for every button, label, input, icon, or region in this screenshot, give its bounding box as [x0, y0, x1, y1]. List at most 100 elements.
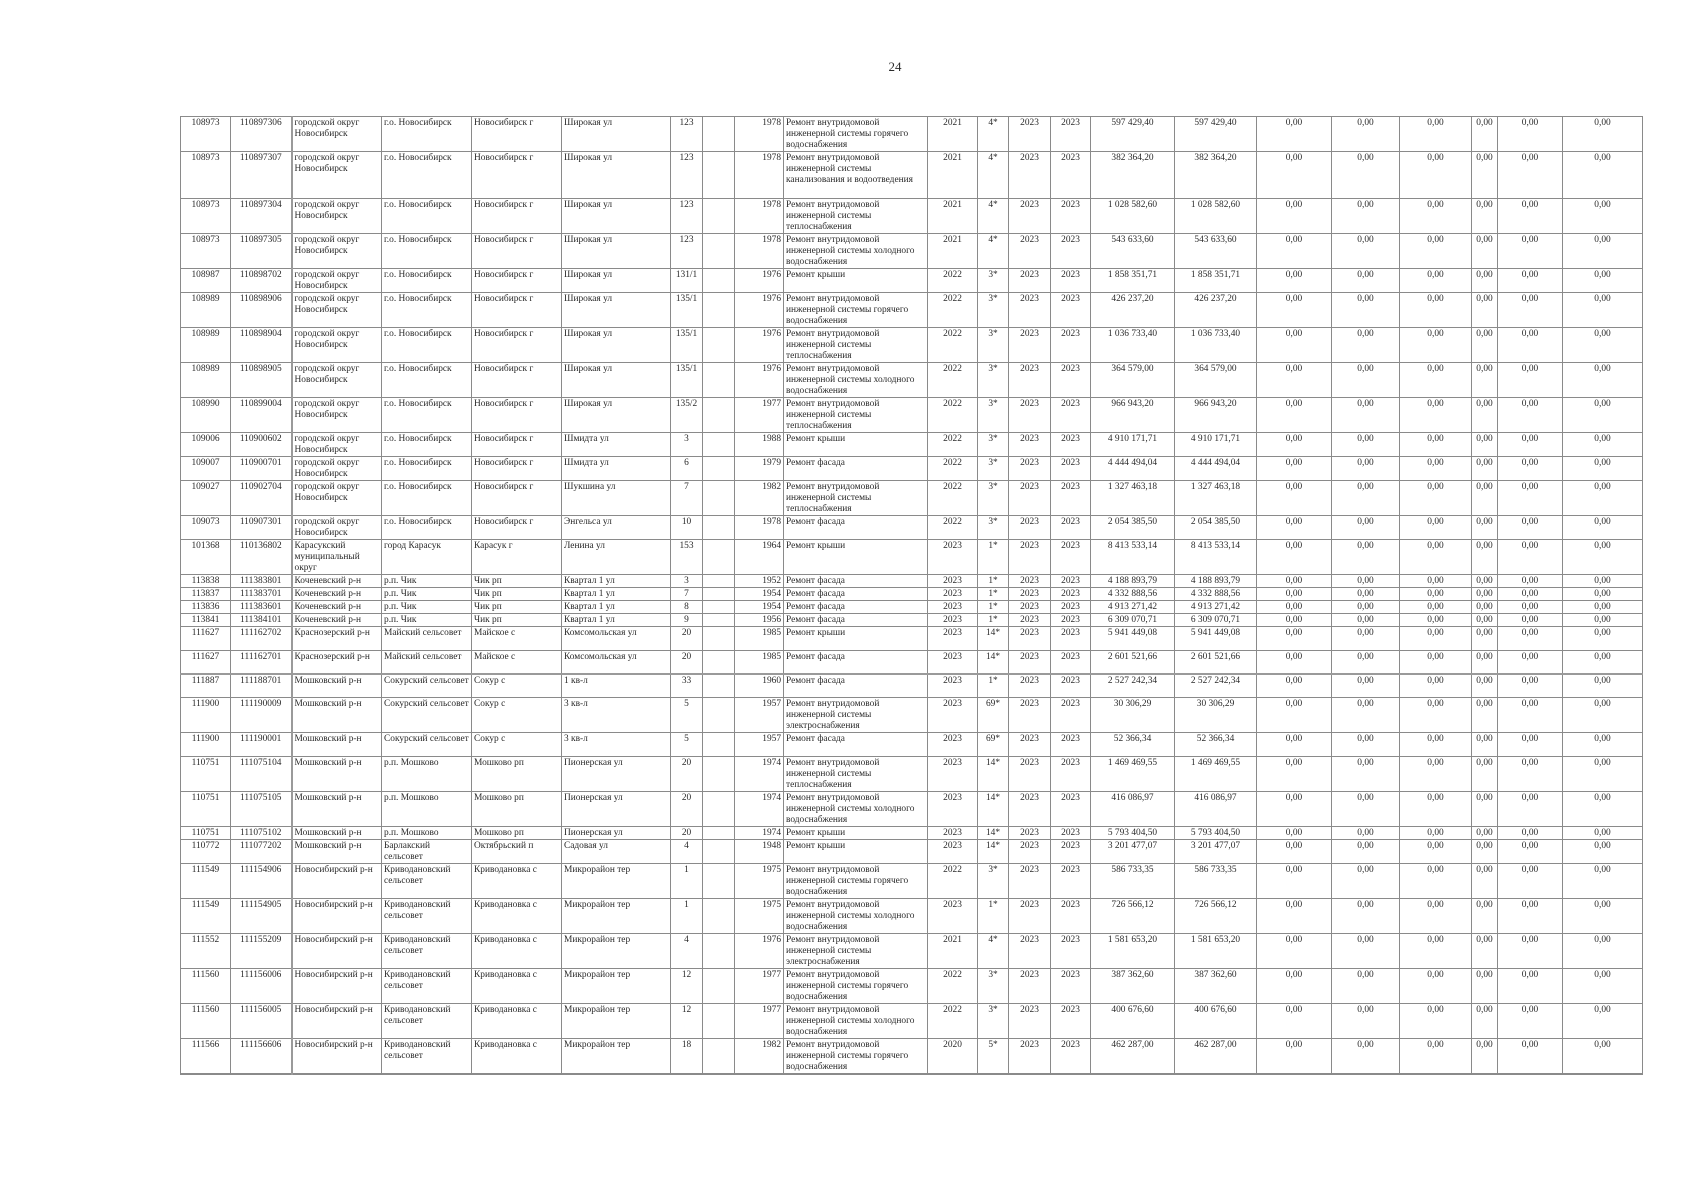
- cell-fund-cost: 2 054 385,50: [1174, 515, 1257, 540]
- cell-total-cost: 3 201 477,07: [1090, 839, 1175, 864]
- cell-work-type: Ремонт внутридомовой инженерной системы …: [783, 233, 928, 269]
- table-row: 108973 110897304 городской округ Новосибир…: [180, 198, 1643, 234]
- cell-street: Шукшина ул: [561, 480, 671, 516]
- cell-fund-cost: 4 188 893,79: [1174, 574, 1257, 588]
- cell-house-code: 111156606: [230, 1038, 293, 1075]
- cell-cost-col-4: 0,00: [1471, 539, 1498, 575]
- cell-cost-col-5: 0,00: [1497, 456, 1563, 481]
- cell-locality: Новосибирск г: [471, 456, 562, 481]
- cell-cost-col-2: 0,00: [1331, 839, 1400, 864]
- cell-record-id: 108973: [180, 198, 231, 234]
- cell-record-id: 108973: [180, 116, 231, 152]
- cell-cost-col-5: 0,00: [1497, 574, 1563, 588]
- table-row: 110772 111077202 Мошковский р-н Барлакский …: [180, 839, 1643, 864]
- cell-house-code: 111154905: [230, 898, 293, 934]
- cell-settlement: г.о. Новосибирск: [381, 292, 472, 328]
- cell-work-type: Ремонт внутридомовой инженерной системы …: [783, 151, 928, 199]
- cell-work-type: Ремонт внутридомовой инженерной системы …: [783, 933, 928, 969]
- table-row: 111549 111154905 Новосибирский р-н Криводан…: [180, 898, 1643, 934]
- cell-year-built: 1956: [734, 613, 784, 627]
- cell-plan-year: 2023: [927, 697, 978, 733]
- cell-record-id: 110751: [180, 791, 231, 827]
- cell-fund-cost: 726 566,12: [1174, 898, 1257, 934]
- cell-start-year: 2023: [1008, 233, 1051, 269]
- cell-settlement: р.п. Мошково: [381, 826, 472, 840]
- cell-locality: Сокур с: [471, 672, 562, 698]
- cell-cost-col-5: 0,00: [1497, 697, 1563, 733]
- cell-street: 3 кв-л: [561, 697, 671, 733]
- cell-settlement: Криводановский сельсовет: [381, 898, 472, 934]
- cell-category: 1*: [977, 539, 1009, 575]
- cell-start-year: 2023: [1008, 539, 1051, 575]
- cell-locality: Криводановка с: [471, 863, 562, 899]
- cell-locality: Чик рп: [471, 600, 562, 614]
- cell-house-number: 8: [670, 600, 703, 614]
- cell-street: Микрорайон тер: [561, 898, 671, 934]
- cell-locality: Криводановка с: [471, 968, 562, 1004]
- cell-house-number: 5: [670, 732, 703, 757]
- cell-cost-col-5: 0,00: [1497, 539, 1563, 575]
- cell-end-year: 2023: [1050, 672, 1091, 698]
- cell-empty: [702, 233, 735, 269]
- cell-record-id: 111900: [180, 732, 231, 757]
- cell-record-id: 111627: [180, 650, 231, 674]
- cell-fund-cost: 1 581 653,20: [1174, 933, 1257, 969]
- cell-house-number: 10: [670, 515, 703, 540]
- cell-fund-cost: 1 858 351,71: [1174, 268, 1257, 293]
- cell-cost-col-4: 0,00: [1471, 672, 1498, 698]
- cell-street: Комсомольская ул: [561, 626, 671, 651]
- cell-end-year: 2023: [1050, 151, 1091, 199]
- cell-category: 3*: [977, 432, 1009, 457]
- cell-house-number: 135/1: [670, 327, 703, 363]
- cell-cost-col-2: 0,00: [1331, 672, 1400, 698]
- cell-start-year: 2023: [1008, 362, 1051, 398]
- table-row: 111627 111162701 Краснозерский р-н Майский …: [180, 650, 1643, 674]
- cell-house-code: 111384101: [230, 613, 293, 627]
- cell-record-id: 111560: [180, 968, 231, 1004]
- table-row: 108989 110898905 городской округ Новосибир…: [180, 362, 1643, 398]
- cell-fund-cost: 4 332 888,56: [1174, 587, 1257, 601]
- cell-record-id: 109027: [180, 480, 231, 516]
- cell-house-number: 5: [670, 697, 703, 733]
- cell-work-type: Ремонт внутридомовой инженерной системы …: [783, 1003, 928, 1039]
- cell-settlement: г.о. Новосибирск: [381, 432, 472, 457]
- cell-total-cost: 416 086,97: [1090, 791, 1175, 827]
- cell-cost-col-6: 0,00: [1562, 650, 1643, 674]
- cell-settlement: г.о. Новосибирск: [381, 327, 472, 363]
- cell-cost-col-4: 0,00: [1471, 233, 1498, 269]
- cell-house-number: 6: [670, 456, 703, 481]
- cell-street: Широкая ул: [561, 268, 671, 293]
- cell-total-cost: 726 566,12: [1090, 898, 1175, 934]
- cell-cost-col-1: 0,00: [1256, 327, 1332, 363]
- cell-end-year: 2023: [1050, 613, 1091, 627]
- cell-plan-year: 2021: [927, 116, 978, 152]
- cell-cost-col-4: 0,00: [1471, 613, 1498, 627]
- cell-category: 3*: [977, 268, 1009, 293]
- cell-municipality: Краснозерский р-н: [291, 650, 382, 674]
- cell-year-built: 1977: [734, 397, 784, 433]
- cell-total-cost: 4 910 171,71: [1090, 432, 1175, 457]
- cell-end-year: 2023: [1050, 839, 1091, 864]
- cell-cost-col-5: 0,00: [1497, 432, 1563, 457]
- cell-street: Широкая ул: [561, 116, 671, 152]
- cell-end-year: 2023: [1050, 268, 1091, 293]
- cell-year-built: 1976: [734, 327, 784, 363]
- cell-record-id: 108973: [180, 151, 231, 199]
- cell-locality: Новосибирск г: [471, 151, 562, 199]
- cell-year-built: 1976: [734, 933, 784, 969]
- cell-record-id: 109006: [180, 432, 231, 457]
- table-row: 108973 110897307 городской округ Новосибир…: [180, 151, 1643, 199]
- cell-house-code: 110897307: [230, 151, 293, 199]
- cell-settlement: р.п. Чик: [381, 600, 472, 614]
- cell-cost-col-1: 0,00: [1256, 432, 1332, 457]
- table-row: 108989 110898904 городской округ Новосибир…: [180, 327, 1643, 363]
- cell-cost-col-6: 0,00: [1562, 826, 1643, 840]
- cell-category: 14*: [977, 626, 1009, 651]
- cell-fund-cost: 1 036 733,40: [1174, 327, 1257, 363]
- cell-fund-cost: 4 913 271,42: [1174, 600, 1257, 614]
- cell-cost-col-4: 0,00: [1471, 626, 1498, 651]
- cell-cost-col-1: 0,00: [1256, 587, 1332, 601]
- cell-cost-col-1: 0,00: [1256, 362, 1332, 398]
- cell-cost-col-1: 0,00: [1256, 600, 1332, 614]
- cell-municipality: городской округ Новосибирск: [291, 233, 382, 269]
